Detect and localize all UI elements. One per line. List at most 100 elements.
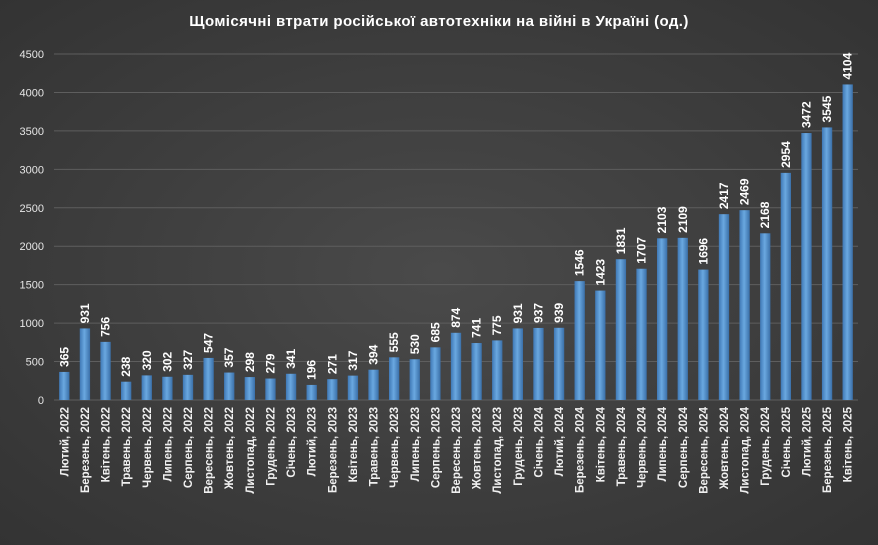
bar: [162, 376, 173, 400]
chart-title: Щомісячні втрати російської автотехніки …: [189, 13, 689, 30]
data-label: 931: [511, 303, 525, 323]
data-label: 2954: [779, 141, 793, 168]
data-label: 874: [449, 307, 463, 327]
x-tick-label: Листопад, 2022: [245, 407, 257, 494]
data-label: 279: [263, 353, 277, 373]
x-tick-label: Липень, 2022: [162, 407, 174, 481]
data-label: 2103: [655, 206, 669, 233]
data-label: 2417: [717, 182, 731, 209]
data-label: 4104: [841, 52, 855, 79]
bar: [347, 375, 359, 400]
x-tick-label: Лютий, 2023: [307, 407, 319, 476]
x-tick-label: Жовтень, 2022: [224, 407, 236, 490]
data-label: 238: [119, 356, 133, 376]
x-tick-label: Березень, 2025: [822, 406, 834, 493]
data-label: 685: [428, 322, 442, 342]
bar: [244, 377, 255, 400]
data-label: 2469: [738, 178, 752, 205]
x-tick-label: Грудень, 2022: [265, 407, 277, 486]
bar: [698, 269, 709, 400]
y-tick-label: 2500: [20, 203, 44, 215]
bar: [636, 268, 647, 400]
bar: [450, 332, 462, 400]
x-tick-label: Грудень, 2023: [513, 407, 525, 486]
bar: [760, 233, 771, 400]
x-tick-label: Травень, 2023: [369, 407, 381, 486]
x-tick-label: Березень, 2022: [80, 407, 92, 493]
bar: [780, 172, 791, 400]
data-label: 365: [57, 347, 71, 367]
bar: [389, 357, 400, 400]
x-tick-label: Червень, 2022: [142, 407, 154, 488]
x-tick-label: Вересень, 2024: [698, 406, 710, 493]
bar: [59, 371, 70, 400]
data-label: 327: [181, 350, 195, 370]
bar: [595, 290, 606, 400]
data-label: 271: [325, 354, 339, 374]
bar: [327, 379, 338, 400]
bar: [141, 375, 152, 400]
data-label: 196: [305, 360, 319, 380]
data-label: 530: [408, 334, 422, 354]
data-label: 939: [552, 302, 566, 322]
x-tick-label: Квітень, 2023: [348, 407, 360, 482]
y-tick-label: 4000: [20, 87, 44, 99]
x-tick-label: Червень, 2023: [389, 407, 401, 488]
data-label: 3545: [820, 95, 834, 122]
x-tick-label: Липень, 2024: [657, 406, 669, 481]
bar: [471, 343, 482, 400]
data-label: 317: [346, 350, 360, 370]
data-label: 1546: [573, 249, 587, 276]
bar: [430, 347, 441, 400]
data-label: 1423: [593, 259, 607, 286]
x-tick-label: Лютий, 2025: [801, 406, 813, 476]
data-label: 2109: [676, 206, 690, 233]
x-tick-label: Жовтень, 2024: [719, 406, 731, 490]
bar: [615, 259, 627, 400]
data-label: 756: [99, 317, 113, 337]
x-tick-label: Серпень, 2023: [430, 407, 442, 488]
y-tick-label: 0: [38, 395, 44, 407]
x-tick-label: Вересень, 2023: [451, 407, 463, 494]
x-tick-label: Лютий, 2024: [554, 406, 566, 476]
x-tick-label: Травень, 2022: [121, 407, 133, 486]
data-label: 3472: [799, 101, 813, 128]
bar: [677, 237, 688, 400]
data-label: 357: [222, 347, 236, 367]
bar: [265, 378, 276, 400]
bar: [821, 127, 833, 400]
data-label: 1831: [614, 227, 628, 254]
x-tick-label: Лютий, 2022: [59, 407, 71, 476]
bar: [182, 374, 194, 400]
x-tick-label: Квітень, 2024: [595, 406, 607, 482]
x-tick-label: Березень, 2024: [575, 406, 587, 493]
bar: [718, 214, 730, 400]
y-tick-label: 4500: [20, 49, 44, 61]
y-tick-label: 1000: [20, 318, 44, 330]
bar: [368, 369, 379, 400]
y-tick-label: 3500: [20, 126, 44, 138]
bar: [285, 373, 297, 400]
data-label: 298: [243, 352, 257, 372]
x-tick-label: Квітень, 2025: [843, 406, 855, 482]
bar: [409, 359, 420, 400]
x-tick-label: Жовтень, 2023: [472, 407, 484, 490]
bar: [306, 384, 317, 400]
data-label: 931: [78, 303, 92, 323]
bar: [100, 341, 111, 400]
x-tick-label: Січень, 2024: [533, 406, 545, 477]
x-tick-label: Вересень, 2022: [204, 407, 216, 494]
bar: [657, 238, 668, 400]
data-label: 1696: [696, 238, 710, 265]
data-label: 555: [387, 332, 401, 352]
data-label: 741: [470, 318, 484, 338]
bar: [492, 340, 503, 400]
x-tick-label: Листопад, 2024: [740, 406, 752, 493]
bar: [533, 327, 544, 400]
data-label: 2168: [758, 201, 772, 228]
data-label: 394: [367, 344, 381, 364]
x-tick-label: Січень, 2023: [286, 407, 298, 478]
data-label: 775: [490, 315, 504, 335]
